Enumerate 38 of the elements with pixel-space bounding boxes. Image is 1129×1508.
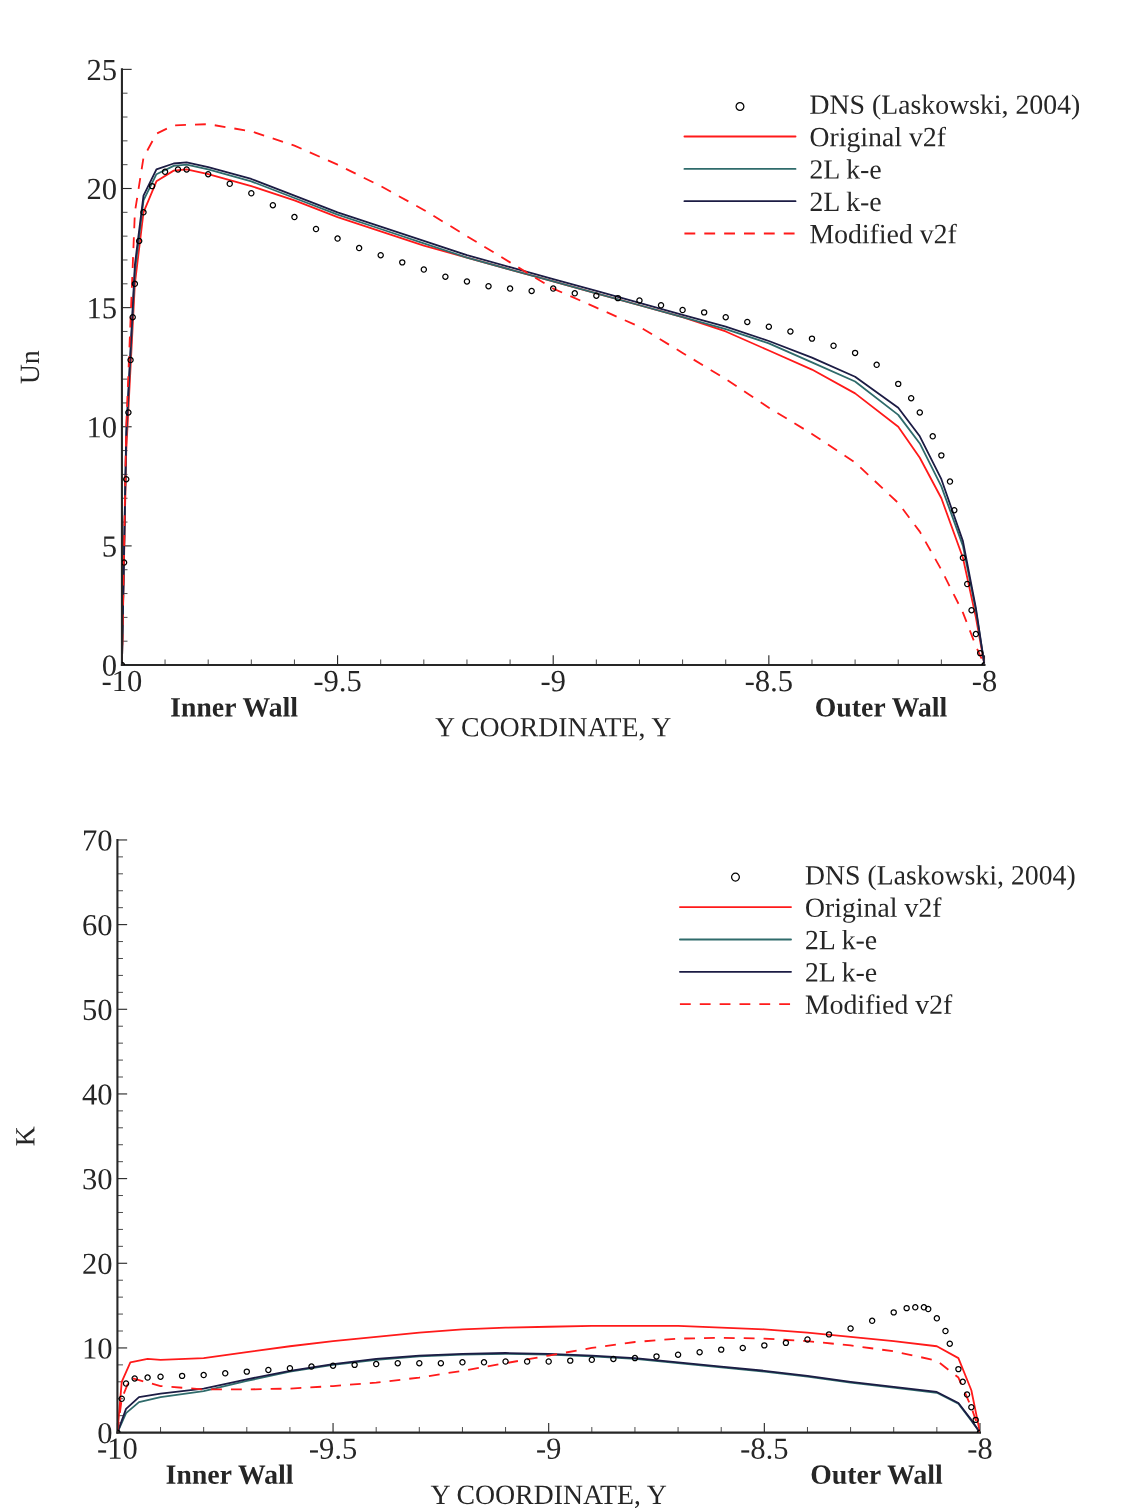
y-tick-label: 20 xyxy=(87,178,116,200)
y-tick-label: 50 xyxy=(83,999,112,1021)
y-axis-title: K xyxy=(16,1126,35,1146)
legend-label: Original v2f xyxy=(810,126,946,153)
x-tick-label: -8.5 xyxy=(745,670,792,692)
x-tick-label: -9.5 xyxy=(310,1438,357,1460)
y-tick-label: 10 xyxy=(84,1338,112,1359)
legend-label: 2L k-e xyxy=(806,962,877,982)
y-tick-label: 25 xyxy=(87,59,116,81)
x-tick-label: -8.5 xyxy=(741,1438,788,1460)
y-tick-label: 20 xyxy=(83,1253,112,1275)
x-tick-label: -8 xyxy=(972,670,997,692)
text: Inner Wall xyxy=(171,697,298,717)
legend-label: 2L k-e xyxy=(810,159,881,179)
y-tick-label: 30 xyxy=(83,1168,112,1190)
y-tick-label: 70 xyxy=(84,830,112,851)
y-tick-label: 10 xyxy=(89,417,116,438)
x-tick-label: -9.5 xyxy=(314,670,361,692)
x-tick-label: -9 xyxy=(541,670,565,692)
y-tick-label: 40 xyxy=(82,1084,112,1105)
legend-label: 2L k-e xyxy=(806,929,877,950)
legend-label: Modified v2f xyxy=(805,994,953,1015)
legend-label: DNS (Laskowski, 2004) xyxy=(810,94,1080,120)
y-tick-label: 60 xyxy=(83,914,112,936)
x-axis-title: Y COORDINATE, Y xyxy=(430,1485,667,1508)
text: Inner Wall xyxy=(166,1464,294,1485)
x-axis-title: Y COORDINATE, Y xyxy=(435,717,671,741)
legend-label: DNS (Laskowski, 2004) xyxy=(805,865,1075,891)
y-tick-label: 15 xyxy=(89,298,116,319)
legend-label: Modified v2f xyxy=(810,223,957,244)
x-tick-label: -9 xyxy=(537,1438,561,1459)
text: Outer Wall xyxy=(816,697,947,717)
x-tick-label: -8 xyxy=(968,1438,992,1459)
legend-label: Original v2f xyxy=(806,897,942,923)
text: Outer Wall xyxy=(811,1464,943,1485)
y-tick-label: 5 xyxy=(103,536,116,557)
y-axis-title: Un xyxy=(20,350,40,384)
legend-label: 2L k-e xyxy=(810,191,881,212)
